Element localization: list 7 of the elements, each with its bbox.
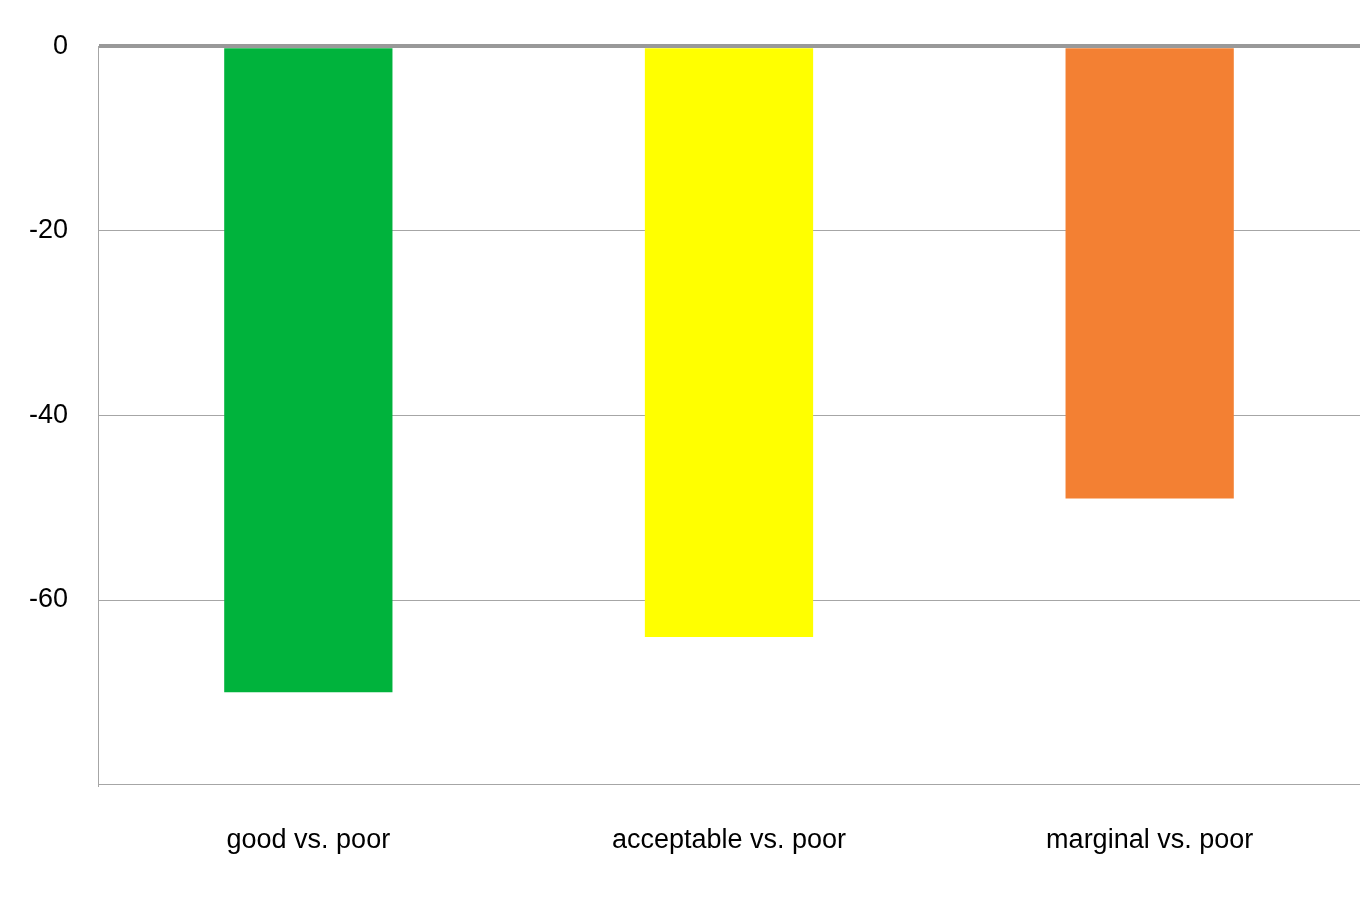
y-tick-label: 0 bbox=[52, 29, 68, 60]
y-tick-label: -20 bbox=[28, 214, 68, 245]
x-tick-label: acceptable vs. poor bbox=[611, 824, 847, 855]
x-tick-label: marginal vs. poor bbox=[1046, 824, 1254, 855]
y-tick-label: -40 bbox=[28, 398, 68, 429]
y-tick-label: -60 bbox=[28, 583, 68, 614]
x-tick-label: good vs. poor bbox=[226, 824, 391, 855]
